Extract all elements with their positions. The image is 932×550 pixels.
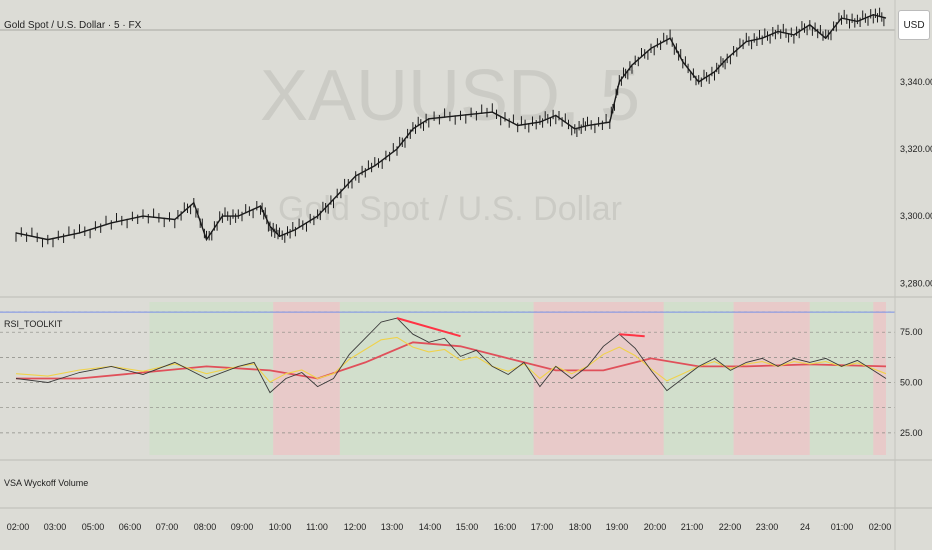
- rsi-axis-label: 50.00: [900, 378, 923, 388]
- rsi-zone: [873, 302, 886, 455]
- time-axis-label: 20:00: [644, 522, 667, 532]
- time-axis-label: 02:00: [7, 522, 30, 532]
- price-axis-label: 3,280.00: [900, 278, 932, 288]
- time-axis-label: 22:00: [719, 522, 742, 532]
- volume-indicator-title[interactable]: VSA Wyckoff Volume: [4, 478, 88, 488]
- rsi-axis: 75.00 50.00 25.00: [900, 327, 923, 438]
- time-axis-label: 15:00: [456, 522, 479, 532]
- time-axis-label: 19:00: [606, 522, 629, 532]
- price-pane[interactable]: [15, 7, 887, 248]
- rsi-fast-ma-line: [15, 336, 887, 383]
- rsi-zone: [533, 302, 664, 455]
- time-axis-label: 10:00: [269, 522, 292, 532]
- symbol-title: Gold Spot / U.S. Dollar · 5 · FX: [4, 20, 142, 31]
- rsi-zone-backgrounds: [149, 302, 886, 455]
- time-axis-label: 01:00: [831, 522, 854, 532]
- time-axis-label: 16:00: [494, 522, 517, 532]
- price-axis: 3,340.00 3,320.00 3,300.00 3,280.00: [900, 77, 932, 288]
- rsi-zone: [733, 302, 810, 455]
- time-axis-label: 03:00: [44, 522, 67, 532]
- rsi-zone: [149, 302, 274, 455]
- rsi-zone: [809, 302, 874, 455]
- watermark-name: Gold Spot / U.S. Dollar: [278, 190, 622, 228]
- price-axis-label: 3,320.00: [900, 144, 932, 154]
- rsi-ma-line: [16, 341, 887, 380]
- time-axis-label: 24: [800, 522, 810, 532]
- time-axis-label: 13:00: [381, 522, 404, 532]
- time-axis-label: 09:00: [231, 522, 254, 532]
- rsi-axis-label: 25.00: [900, 428, 923, 438]
- rsi-axis-label: 75.00: [900, 327, 923, 337]
- rsi-grid: [0, 311, 895, 434]
- time-axis-label: 21:00: [681, 522, 704, 532]
- time-axis-label: 12:00: [344, 522, 367, 532]
- rsi-zone: [663, 302, 734, 455]
- price-axis-label: 3,340.00: [900, 77, 932, 87]
- time-axis-label: 18:00: [569, 522, 592, 532]
- rsi-zone: [273, 302, 340, 455]
- time-axis-label: 11:00: [306, 522, 328, 532]
- divergence-line: [396, 317, 461, 338]
- time-axis-label: 07:00: [156, 522, 179, 532]
- time-axis-label: 06:00: [119, 522, 142, 532]
- divergence-line: [619, 333, 645, 338]
- time-axis-label: 14:00: [419, 522, 442, 532]
- time-axis-label: 08:00: [194, 522, 217, 532]
- time-axis-label: 05:00: [82, 522, 105, 532]
- price-axis-label: 3,300.00: [900, 211, 932, 221]
- rsi-lines[interactable]: [15, 317, 887, 394]
- time-axis-label: 17:00: [531, 522, 554, 532]
- time-axis-label: 23:00: [756, 522, 779, 532]
- time-axis-label: 02:00: [869, 522, 892, 532]
- rsi-zone: [339, 302, 534, 455]
- rsi-line: [15, 317, 887, 394]
- watermark-symbol: XAUUSD, 5: [260, 56, 640, 136]
- currency-button[interactable]: USD: [898, 10, 930, 40]
- time-axis: 02:00 03:00 05:00 06:00 07:00 08:00 09:00 10:00…: [7, 522, 892, 532]
- rsi-indicator-title[interactable]: RSI_TOOLKIT: [4, 319, 63, 329]
